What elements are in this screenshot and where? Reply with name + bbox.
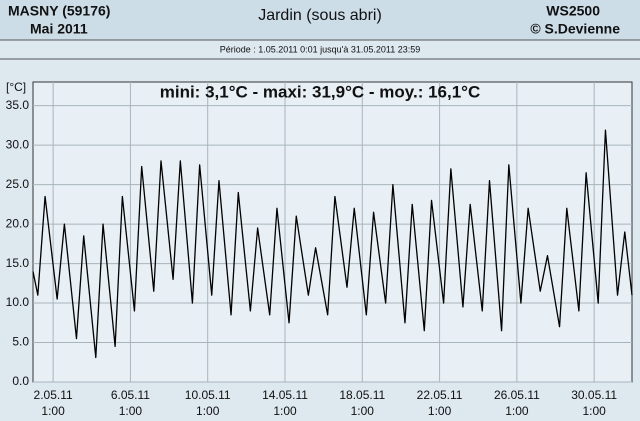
x-tick-label: 1:00 [119, 404, 143, 418]
x-tick-label: 2.05.11 [34, 388, 73, 402]
y-axis-label: [°C] [6, 80, 26, 94]
author: © S.Devienne [530, 21, 620, 37]
y-tick-label: 30.0 [6, 137, 30, 151]
x-tick-label: 1:00 [196, 404, 220, 418]
x-tick-label: 1:00 [351, 404, 375, 418]
x-tick-label: 1:00 [505, 404, 529, 418]
y-tick-label: 25.0 [6, 177, 30, 191]
y-tick-label: 0.0 [12, 374, 29, 388]
period: Période : 1.05.2011 0:01 jusqu'à 31.05.2… [220, 44, 421, 54]
month: Mai 2011 [30, 21, 88, 37]
x-tick-label: 1:00 [428, 404, 452, 418]
temperature-line [32, 129, 633, 359]
y-tick-label: 5.0 [12, 335, 29, 349]
device: WS2500 [546, 3, 600, 19]
x-tick-label: 10.05.11 [185, 388, 231, 402]
y-tick-label: 15.0 [6, 256, 30, 270]
annotation: mini: 3,1°C - maxi: 31,9°C - moy.: 16,1°… [160, 82, 481, 101]
x-tick-label: 26.05.11 [494, 388, 540, 402]
y-tick-label: 10.0 [6, 295, 30, 309]
x-tick-label: 6.05.11 [111, 388, 150, 402]
y-tick-label: 20.0 [6, 216, 30, 230]
y-tick-label: 35.0 [6, 98, 30, 112]
x-tick-label: 1:00 [273, 404, 297, 418]
x-tick-label: 1:00 [582, 404, 606, 418]
chart-title: Jardin (sous abri) [258, 7, 382, 24]
x-tick-label: 18.05.11 [339, 388, 385, 402]
x-tick-label: 14.05.11 [262, 388, 308, 402]
station: MASNY (59176) [8, 3, 110, 19]
x-tick-label: 22.05.11 [417, 388, 463, 402]
header-bar [0, 0, 640, 40]
x-tick-label: 30.05.11 [571, 388, 617, 402]
x-tick-label: 1:00 [41, 404, 65, 418]
